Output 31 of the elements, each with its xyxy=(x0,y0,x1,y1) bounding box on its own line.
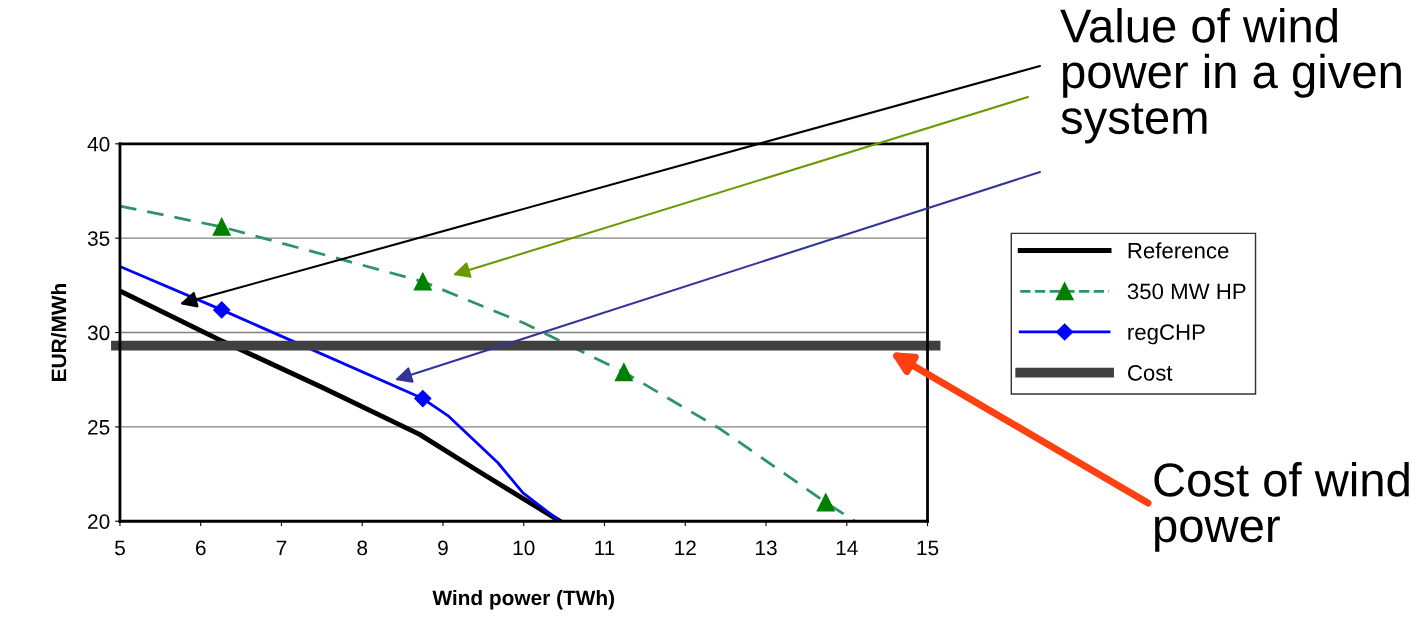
legend-label: regCHP xyxy=(1128,324,1205,345)
x-tick-label: 13 xyxy=(756,540,777,556)
y-tick-label: 25 xyxy=(88,419,110,435)
y-axis-title: EUR/MWh xyxy=(50,284,67,381)
x-tick-label: 11 xyxy=(595,540,615,556)
y-tick-label: 20 xyxy=(88,514,110,529)
x-tick-label: 5 xyxy=(115,540,125,556)
x-tick-label: 7 xyxy=(276,540,287,556)
point xyxy=(413,272,432,291)
line-series xyxy=(119,204,857,522)
text: Value of wind power in a given system xyxy=(1060,8,1401,144)
point xyxy=(614,363,633,382)
text: Cost of wind power xyxy=(1154,462,1409,552)
y-tick-label: 40 xyxy=(87,136,110,152)
x-tick-label: 9 xyxy=(438,540,448,556)
x-tick-label: 12 xyxy=(675,540,696,556)
point xyxy=(816,493,835,512)
legend-label: 350 MW HP xyxy=(1127,283,1246,300)
legend-label: Cost xyxy=(1127,364,1173,381)
x-tick-label: 6 xyxy=(195,540,206,556)
x-tick-label: 15 xyxy=(917,540,939,556)
y-tick-label: 35 xyxy=(87,231,110,246)
x-tick-label: 10 xyxy=(513,540,535,556)
x-tick-label: 8 xyxy=(357,540,368,556)
legend-label: Reference xyxy=(1128,242,1229,259)
y-tick-label: 30 xyxy=(87,325,110,341)
x-axis-title: Wind power (TWh) xyxy=(432,589,615,610)
point xyxy=(213,301,231,319)
point xyxy=(212,217,231,236)
point xyxy=(414,390,432,408)
x-tick-label: 14 xyxy=(836,540,858,556)
